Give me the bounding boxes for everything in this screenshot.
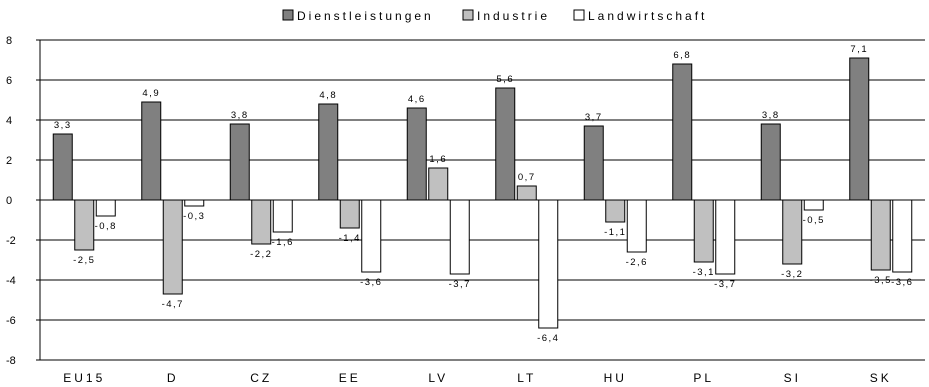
x-axis: EU15 D CZ EE LV LT HU PL SI SK xyxy=(63,371,892,385)
x-tick-label: LT xyxy=(517,371,536,385)
bar xyxy=(251,199,272,245)
data-label: 3,3 xyxy=(54,120,72,131)
data-labels: 3,3 -2,5 -0,8 4,9 -4,7 -0,3 3,8 -2,2-1,6 4,8 -1,4… xyxy=(54,44,913,344)
bar xyxy=(449,199,470,275)
x-tick-label: PL xyxy=(693,371,714,385)
y-axis: 8 6 4 2 0 -2 -4 -6 -8 xyxy=(6,35,41,367)
data-label: -3,7 xyxy=(714,279,736,290)
y-tick-label: -2 xyxy=(6,235,16,247)
data-label: -3,1 xyxy=(693,267,715,278)
data-label: -2,5 xyxy=(73,255,95,266)
bar xyxy=(495,87,516,201)
bar xyxy=(870,199,891,271)
data-label: -0,8 xyxy=(95,221,117,232)
data-label: -1,1 xyxy=(604,227,626,238)
data-label: 1,6 xyxy=(429,154,447,165)
data-label: -0,5 xyxy=(803,215,825,226)
data-label: -3,6 xyxy=(360,277,382,288)
data-label: -3,6 xyxy=(891,277,913,288)
x-tick-label: LV xyxy=(428,371,448,385)
bar xyxy=(229,123,250,201)
data-label: 5,6 xyxy=(496,74,514,85)
data-label: 7,1 xyxy=(850,44,868,55)
x-tick-label: HU xyxy=(604,371,627,385)
bar xyxy=(538,199,559,329)
data-label: -3,5 xyxy=(870,275,892,286)
bar xyxy=(715,199,736,275)
data-label: 6,8 xyxy=(673,50,691,61)
data-label: 3,7 xyxy=(585,112,603,123)
data-label: 0,7 xyxy=(518,172,536,183)
y-tick-label: 6 xyxy=(6,75,12,87)
bar xyxy=(339,199,360,229)
bar xyxy=(428,167,449,201)
data-label: -1,6 xyxy=(272,237,294,248)
bar xyxy=(361,199,382,273)
bar xyxy=(760,123,781,201)
bar xyxy=(849,57,870,201)
legend-swatch xyxy=(282,9,294,21)
legend-label: Landwirtschaft xyxy=(588,9,707,23)
data-label: -3,7 xyxy=(449,279,471,290)
data-label: -4,7 xyxy=(162,299,184,310)
data-label: -6,4 xyxy=(537,333,559,344)
data-label: 3,8 xyxy=(231,110,249,121)
x-tick-label: D xyxy=(167,371,179,385)
bar xyxy=(626,199,647,253)
data-label: 3,8 xyxy=(762,110,780,121)
data-label: -1,4 xyxy=(339,233,361,244)
bar xyxy=(52,133,73,201)
y-tick-label: 0 xyxy=(6,195,12,207)
bar xyxy=(892,199,913,273)
bar xyxy=(272,199,293,233)
data-label: 4,8 xyxy=(319,90,337,101)
bar xyxy=(672,63,693,201)
data-label: 4,6 xyxy=(408,94,426,105)
bar xyxy=(162,199,183,295)
x-tick-label: EE xyxy=(339,371,361,385)
data-label: -2,2 xyxy=(250,249,272,260)
y-tick-label: -4 xyxy=(6,275,16,287)
bar xyxy=(141,101,162,201)
y-tick-label: -6 xyxy=(6,315,16,327)
bar xyxy=(184,199,205,207)
x-tick-label: EU15 xyxy=(63,371,105,385)
bars xyxy=(52,57,913,329)
y-tick-label: 2 xyxy=(6,155,12,167)
data-label: -0,3 xyxy=(183,211,205,222)
bar xyxy=(803,199,824,211)
legend-label: Industrie xyxy=(477,9,550,23)
bar xyxy=(782,199,803,265)
data-label: 4,9 xyxy=(142,88,160,99)
bar xyxy=(318,103,339,201)
legend-swatch xyxy=(462,9,474,21)
bar xyxy=(74,199,95,251)
legend-swatch xyxy=(573,9,585,21)
y-tick-label: 4 xyxy=(6,115,12,127)
bar xyxy=(516,185,537,201)
bar xyxy=(583,125,604,201)
data-label: -2,6 xyxy=(626,257,648,268)
bar xyxy=(605,199,626,223)
x-tick-label: SK xyxy=(870,371,892,385)
data-label: -3,2 xyxy=(781,269,803,280)
x-tick-label: CZ xyxy=(250,371,272,385)
y-tick-label: 8 xyxy=(6,35,12,47)
bar xyxy=(406,107,427,201)
chart-legend: Dienstleistungen Industrie Landwirtschaft xyxy=(282,9,707,23)
legend-label: Dienstleistungen xyxy=(297,9,434,23)
bar xyxy=(693,199,714,263)
x-tick-label: SI xyxy=(784,371,801,385)
y-tick-label: -8 xyxy=(6,355,16,367)
bar xyxy=(95,199,116,217)
